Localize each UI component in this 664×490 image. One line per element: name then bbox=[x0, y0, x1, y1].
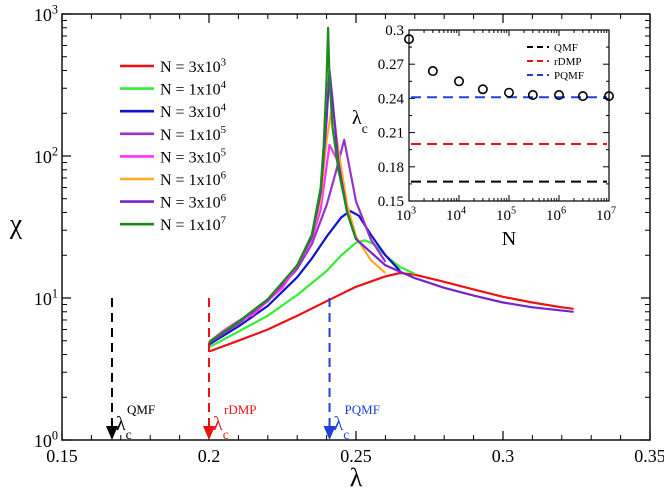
inset-y-tick-label: 0.27 bbox=[378, 57, 405, 73]
inset-x-tick-label: 106 bbox=[546, 206, 566, 224]
y-tick-label: 102 bbox=[34, 144, 58, 167]
x-tick-label: 0.25 bbox=[340, 446, 372, 466]
inset-plot: 0.15 0.18 0.21 0.24 0.27 0.3 103 104 105 106 107 Nλ… bbox=[352, 23, 616, 250]
threshold-arrow-3 bbox=[323, 426, 336, 440]
inset-y-tick-label: 0.24 bbox=[378, 91, 405, 107]
series-line-8 bbox=[208, 26, 358, 343]
threshold-label-sup-3: PQMF bbox=[345, 402, 380, 417]
inset-x-tick-label: 103 bbox=[396, 206, 416, 224]
inset-data-point bbox=[553, 89, 564, 100]
threshold-label-1: λc bbox=[116, 413, 132, 442]
series-line-3 bbox=[208, 209, 401, 346]
x-axis-label: λ bbox=[350, 463, 363, 490]
legend-label-3: N = 3x104 bbox=[160, 101, 227, 121]
threshold-arrow-1 bbox=[105, 426, 118, 440]
series-line-2 bbox=[208, 239, 416, 349]
threshold-arrow-2 bbox=[203, 426, 215, 440]
inset-y-tick-label: 0.21 bbox=[378, 126, 404, 142]
inset-data-point bbox=[577, 91, 588, 102]
inset-data-point bbox=[603, 91, 614, 102]
inset-data-point bbox=[453, 76, 464, 87]
inset-y-tick-label: 0.3 bbox=[385, 23, 404, 39]
inset-x-tick-label: 107 bbox=[596, 206, 616, 224]
legend-label-6: N = 1x106 bbox=[160, 169, 227, 189]
inset-legend-label-pqmf: PQMF bbox=[554, 70, 584, 82]
inset-legend-label-qmf: QMF bbox=[554, 42, 578, 54]
threshold-label-sup-2: rDMP bbox=[224, 402, 257, 417]
inset-y-tick-label: 0.15 bbox=[378, 194, 404, 210]
inset-y-axis-label: λc bbox=[352, 107, 368, 136]
y-axis-label: χ bbox=[9, 209, 23, 240]
threshold-label-3: λc bbox=[334, 413, 350, 442]
main-plot: 0.15 0.2 0.25 0.3 0.35 100 101 102 103 λ χ N = 3x10… bbox=[9, 2, 664, 490]
inset-x-tick-label: 105 bbox=[496, 206, 516, 224]
legend-label-1: N = 3x103 bbox=[160, 56, 227, 76]
legend-label-7: N = 3x106 bbox=[160, 192, 227, 212]
inset-data-point bbox=[427, 66, 438, 77]
inset-y-tick-label: 0.18 bbox=[378, 160, 404, 176]
series-line-1 bbox=[208, 271, 574, 353]
inset-frame bbox=[408, 29, 610, 202]
legend-label-2: N = 1x104 bbox=[160, 79, 227, 99]
x-tick-label: 0.35 bbox=[634, 446, 664, 466]
inset-legend-label-rdmp: rDMP bbox=[554, 56, 582, 68]
legend-label-4: N = 1x105 bbox=[160, 124, 227, 144]
series-line-6 bbox=[208, 103, 387, 343]
x-tick-label: 0.15 bbox=[46, 446, 78, 466]
inset-x-tick-label: 104 bbox=[446, 206, 466, 224]
legend-label-5: N = 3x105 bbox=[160, 147, 227, 167]
x-tick-label: 0.2 bbox=[198, 446, 221, 466]
inset-data-point bbox=[503, 87, 514, 98]
inset-data-point bbox=[403, 34, 414, 45]
inset-data-point bbox=[477, 84, 488, 95]
legend-label-8: N = 1x107 bbox=[160, 214, 227, 234]
threshold-label-sup-1: QMF bbox=[127, 402, 155, 417]
y-tick-label: 101 bbox=[34, 286, 58, 309]
y-tick-label: 103 bbox=[34, 2, 58, 25]
threshold-label-2: λc bbox=[213, 413, 229, 442]
inset-x-axis-label: N bbox=[502, 228, 516, 250]
inset-data-point bbox=[527, 89, 538, 100]
series-line-5 bbox=[208, 143, 358, 343]
y-tick-label: 100 bbox=[34, 428, 58, 451]
x-tick-label: 0.3 bbox=[492, 446, 515, 466]
